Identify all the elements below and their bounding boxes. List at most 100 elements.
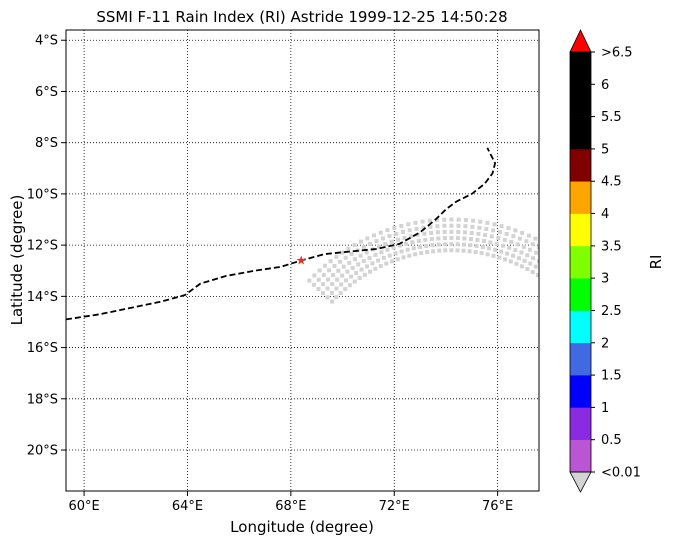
swath-point	[499, 224, 504, 229]
swath-point	[361, 245, 366, 250]
swath-point	[606, 320, 610, 324]
swath-point	[499, 249, 504, 254]
swath-point	[601, 290, 605, 294]
swath-point	[456, 229, 461, 234]
swath-point	[413, 252, 418, 257]
swath-point	[334, 295, 339, 300]
colorbar-segment	[570, 375, 591, 408]
swath-point	[427, 218, 432, 223]
swath-point	[592, 321, 596, 325]
swath-point	[637, 403, 641, 407]
swath-point	[610, 326, 614, 330]
swath-point	[601, 323, 605, 327]
swath-point	[443, 242, 448, 247]
swath-point	[378, 264, 383, 269]
swath-point	[395, 257, 400, 262]
swath-point	[543, 249, 547, 253]
swath-point	[546, 243, 550, 247]
swath-point	[456, 223, 461, 228]
swath-point	[349, 274, 354, 279]
swath-point	[385, 228, 390, 233]
swath-point	[449, 229, 454, 234]
swath-point	[455, 242, 460, 247]
swath-point	[504, 232, 509, 237]
swath-point	[449, 217, 454, 222]
swath-point	[378, 230, 383, 235]
swath-point	[437, 248, 442, 253]
swath-point	[327, 268, 332, 273]
colorbar-tick-label: 5	[601, 142, 609, 157]
swath-point	[370, 261, 375, 266]
colorbar-segment	[570, 181, 591, 214]
swath-point	[316, 286, 321, 291]
swath-point	[373, 266, 378, 271]
swath-point	[622, 384, 626, 388]
swath-point	[359, 267, 364, 272]
swath-point	[613, 332, 617, 336]
swath-point	[618, 329, 622, 333]
swath-point	[395, 237, 400, 242]
swath-point	[511, 253, 516, 258]
y-axis-label: Latitude (degree)	[8, 195, 26, 326]
swath-point	[394, 231, 399, 236]
swath-point	[455, 236, 460, 241]
swath-point	[626, 370, 630, 374]
swath-point	[559, 274, 563, 278]
swath-point	[320, 291, 325, 296]
swath-point	[442, 229, 447, 234]
plot-frame	[65, 29, 540, 492]
swath-point	[616, 385, 620, 389]
chart-title: SSMI F-11 Rain Index (RI) Astride 1999-1…	[96, 8, 507, 26]
colorbar-segment	[570, 245, 591, 279]
swath-point	[634, 375, 638, 379]
swath-point	[485, 220, 490, 225]
swath-point	[623, 390, 627, 394]
swath-point	[628, 355, 632, 359]
swath-point	[617, 358, 621, 362]
swath-point	[540, 254, 544, 258]
swath-point	[416, 238, 421, 243]
swath-point	[332, 263, 337, 268]
swath-point	[336, 268, 341, 273]
swath-point	[384, 261, 389, 266]
swath-point	[442, 236, 447, 241]
swath-point	[468, 243, 473, 248]
colorbar-segment	[570, 52, 591, 85]
swath-point	[509, 239, 514, 244]
swath-point	[555, 279, 559, 283]
swath-point	[560, 291, 564, 295]
swath-point	[627, 376, 631, 380]
swath-point	[385, 247, 390, 252]
x-axis-label: Longitude (degree)	[230, 518, 374, 536]
swath-point	[475, 237, 480, 242]
swath-point	[624, 342, 628, 346]
swath-point	[496, 236, 501, 241]
swath-point	[595, 303, 599, 307]
swath-point	[357, 276, 362, 281]
swath-point	[316, 277, 321, 282]
swath-point	[329, 290, 334, 295]
y-tick-label: 8°S	[35, 136, 58, 151]
swath-point	[557, 265, 561, 269]
swath-point	[520, 230, 525, 235]
swath-point	[347, 260, 352, 265]
swath-point	[522, 258, 527, 263]
swath-point	[365, 236, 370, 241]
swath-point	[517, 236, 522, 241]
swath-point	[362, 272, 367, 277]
swath-point	[463, 218, 468, 223]
swath-point	[374, 239, 379, 244]
swath-point	[615, 338, 619, 342]
swath-point	[642, 395, 646, 399]
swath-point	[643, 410, 647, 414]
colorbar-segment	[570, 278, 591, 311]
swath-point	[629, 383, 633, 387]
swath-point	[533, 264, 538, 269]
swath-point	[481, 239, 486, 244]
swath-point	[627, 333, 631, 337]
swath-point	[511, 234, 516, 239]
swath-point	[562, 269, 566, 273]
y-tick-label: 14°S	[27, 290, 58, 305]
colorbar-over-arrow	[569, 29, 592, 53]
swath-point	[621, 335, 625, 339]
